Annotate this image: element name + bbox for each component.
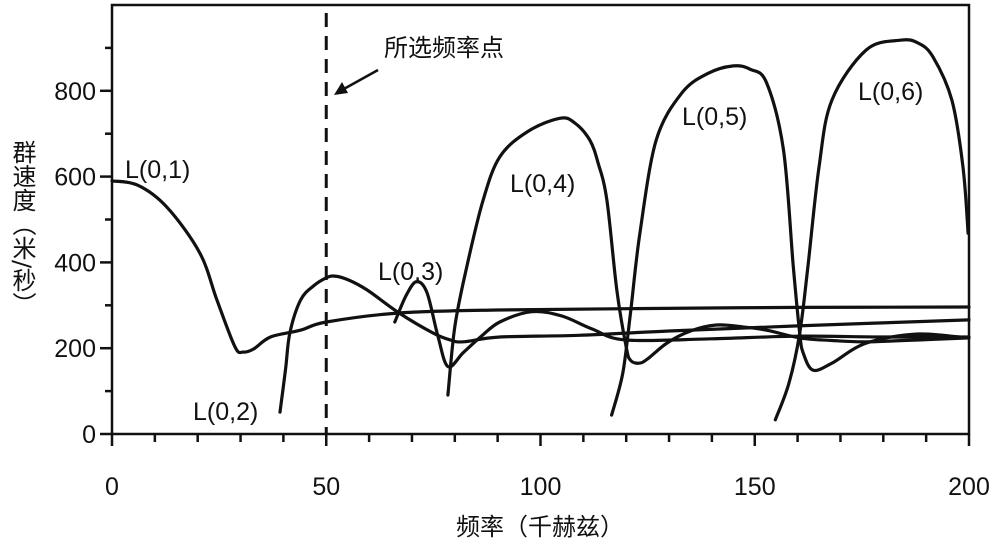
curve-label-l03: L(0,3) [378, 258, 443, 286]
x-tick-label: 100 [520, 473, 562, 501]
plot-frame [110, 3, 971, 436]
y-tick-label: 600 [54, 164, 96, 192]
x-tick-label: 50 [312, 473, 340, 501]
curve-label-l05: L(0,5) [682, 103, 747, 131]
curve-label-l01: L(0,1) [125, 156, 190, 184]
y-tick-label: 400 [54, 249, 96, 277]
curve-l05 [610, 64, 969, 417]
y-tick-label: 0 [82, 421, 96, 449]
y-tick-label: 200 [54, 335, 96, 363]
curve-label-l02: L(0,2) [193, 398, 258, 426]
annotation-arrow-head [334, 82, 348, 95]
y-axis-title: 群速度（米/秒） [8, 140, 36, 316]
curve-l06 [773, 38, 970, 422]
curve-l03 [393, 279, 971, 369]
y-tick-label: 800 [54, 78, 96, 106]
annotation-label: 所选频率点 [384, 34, 504, 62]
curve-label-l04: L(0,4) [510, 170, 575, 198]
x-axis-title: 频率（千赫兹） [456, 513, 624, 541]
x-tick-label: 150 [734, 473, 776, 501]
annotation-arrow-shaft [341, 68, 379, 92]
axis-ticks: 0 50 100 150 200 0 200 400 600 800 [54, 46, 990, 501]
x-tick-label: 200 [948, 473, 990, 501]
curves [110, 38, 971, 422]
x-tick-label: 0 [105, 473, 119, 501]
curve-l04 [446, 116, 971, 397]
curve-l01 [110, 179, 971, 355]
curve-label-l06: L(0,6) [858, 78, 923, 106]
curve-l02 [278, 274, 971, 414]
